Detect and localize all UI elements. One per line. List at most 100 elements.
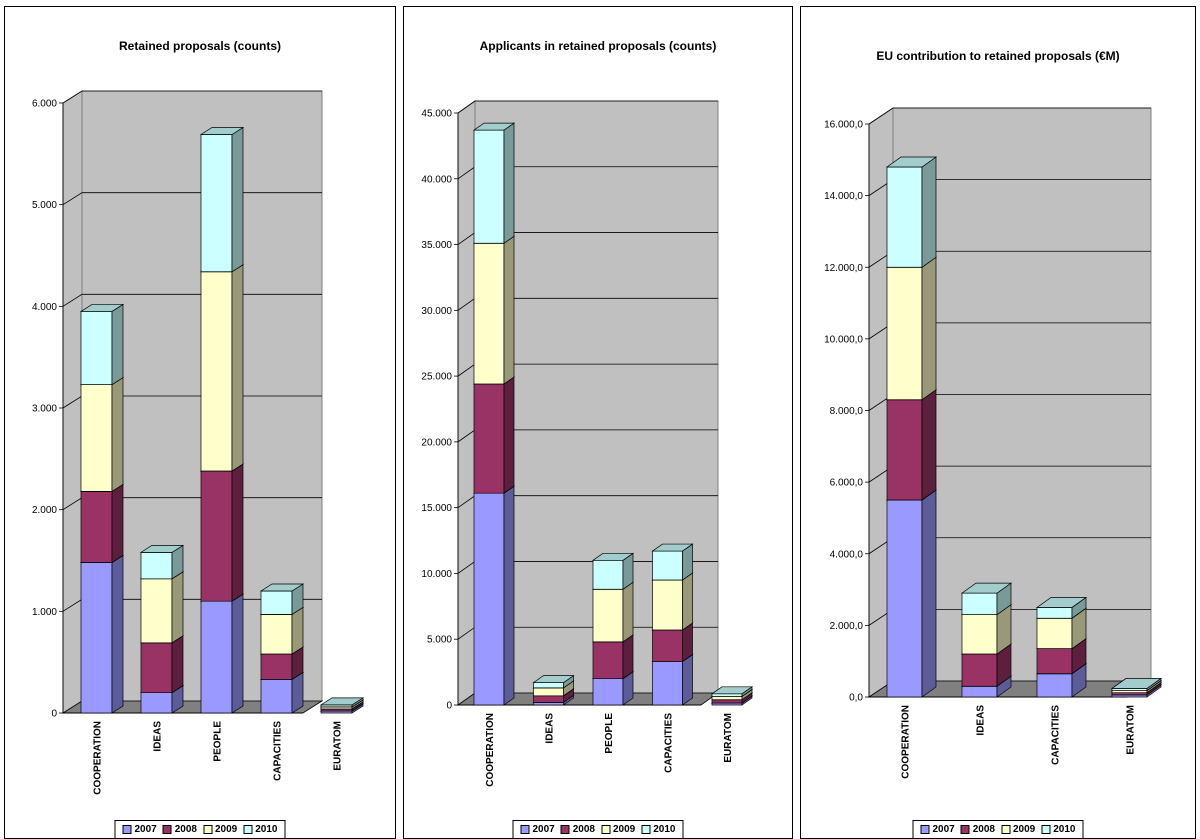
bar-segment-cooperation-2010: [885, 156, 938, 268]
category-label-capacities: CAPACITIES: [1051, 705, 1062, 765]
legend-swatch-2007: [122, 825, 132, 834]
bar-segment-cooperation-2010: [472, 122, 516, 244]
bar-segment-capacities-2009: [651, 572, 694, 631]
category-label-cooperation: COOPERATION: [93, 721, 104, 795]
bar-segment-cooperation-2009: [472, 235, 516, 385]
category-label-ideas: IDEAS: [976, 705, 987, 736]
bar-segment-cooperation-2008: [472, 376, 516, 494]
bar-segment-ideas-2009: [139, 571, 185, 644]
chart-retained-proposals: Retained proposals (counts) 0 1.000 2.000 3.…: [32, 39, 365, 795]
category-label-capacities: CAPACITIES: [273, 721, 284, 781]
legend-swatch-2007: [920, 825, 930, 834]
y-tick-label: 2.000,0: [830, 621, 864, 632]
bar-segment-euratom-2010: [1110, 677, 1163, 692]
legend-item-2010: 2010: [1041, 824, 1076, 835]
y-tick-label: 35.000: [421, 240, 452, 251]
legend-swatch-2009: [203, 825, 212, 834]
legend-item-2009: 2009: [601, 824, 635, 835]
legend-label-2008: 2008: [972, 824, 995, 835]
bar-segment-ideas-2010: [960, 582, 1013, 616]
y-tick-label: 6.000: [32, 99, 57, 110]
chart-panel-retained-proposals: Retained proposals (counts) 0 1.000 2.000 3.…: [4, 6, 396, 839]
legend-swatch-2007: [520, 825, 530, 834]
y-tick-label: 10.000,0: [824, 334, 863, 345]
legend-swatch-2010: [641, 825, 651, 834]
legend-item-2010: 2010: [641, 824, 676, 835]
y-tick-label: 2.000: [32, 505, 57, 516]
bar-segment-capacities-2009: [259, 606, 305, 655]
legend-label-2010: 2010: [1053, 824, 1076, 835]
chart-panel-eu-contribution: EU contribution to retained proposals (€…: [800, 6, 1196, 839]
y-tick-label: 0,0: [849, 693, 863, 704]
legend-label-2007: 2007: [932, 824, 955, 835]
bar-segment-cooperation-2010: [79, 303, 125, 386]
bar-segment-cooperation-2009: [885, 256, 938, 401]
plot-side-wall: [457, 100, 476, 706]
legend-item-2008: 2008: [162, 824, 197, 835]
category-label-people: PEOPLE: [604, 713, 615, 754]
bar-segment-ideas-2010: [532, 674, 575, 689]
legend-swatch-2010: [243, 825, 253, 834]
chart-title: Retained proposals (counts): [119, 39, 281, 53]
legend-label-2007: 2007: [134, 824, 157, 835]
legend: 2007 2008 2009 2010: [512, 820, 684, 838]
y-tick-label: 4.000: [32, 302, 57, 313]
legend: 2007 2008 2009 2010: [114, 820, 286, 838]
bar-segment-euratom-2010: [319, 697, 365, 708]
category-label-ideas: IDEAS: [153, 721, 164, 752]
legend-label-2007: 2007: [532, 824, 555, 835]
bar-segment-cooperation-2008: [79, 483, 125, 564]
legend-item-2007: 2007: [122, 824, 157, 835]
category-label-euratom: EURATOM: [1126, 705, 1137, 755]
legend-item-2009: 2009: [203, 824, 237, 835]
y-tick-label: 12.000,0: [824, 263, 863, 274]
legend-item-2008: 2008: [560, 824, 595, 835]
chart-applicants: Applicants in retained proposals (counts…: [421, 39, 754, 787]
legend-label-2010: 2010: [255, 824, 278, 835]
legend-swatch-2008: [560, 825, 570, 834]
y-tick-label: 6.000,0: [830, 478, 864, 489]
legend-swatch-2009: [601, 825, 610, 834]
y-tick-label: 1.000: [32, 607, 57, 618]
chart-eu-contribution: EU contribution to retained proposals (€…: [824, 49, 1163, 779]
legend-swatch-2008: [960, 825, 970, 834]
legend-label-2008: 2008: [572, 824, 595, 835]
category-label-cooperation: COOPERATION: [485, 713, 496, 787]
legend-label-2008: 2008: [174, 824, 197, 835]
legend-swatch-2008: [162, 825, 172, 834]
bar-segment-cooperation-2007: [885, 489, 938, 698]
bar-segment-capacities-2010: [651, 543, 694, 581]
category-label-capacities: CAPACITIES: [664, 713, 675, 773]
y-tick-label: 0: [446, 701, 452, 712]
gridline: [457, 100, 718, 114]
category-label-people: PEOPLE: [213, 721, 224, 762]
chart-title: Applicants in retained proposals (counts…: [480, 39, 717, 53]
chart-panel-applicants: Applicants in retained proposals (counts…: [403, 6, 793, 839]
y-tick-label: 40.000: [421, 174, 452, 185]
bar-segment-cooperation-2009: [79, 376, 125, 493]
bar-segment-euratom-2010: [710, 686, 754, 698]
bar-segment-cooperation-2007: [79, 554, 125, 714]
legend-item-2007: 2007: [920, 824, 955, 835]
y-tick-label: 5.000: [32, 200, 57, 211]
legend-item-2008: 2008: [960, 824, 995, 835]
bar-segment-cooperation-2008: [885, 389, 938, 501]
legend-item-2009: 2009: [1001, 824, 1035, 835]
gridline: [62, 90, 322, 104]
legend-label-2009: 2009: [613, 824, 636, 835]
y-tick-label: 3.000: [32, 404, 57, 415]
legend-swatch-2009: [1001, 825, 1010, 834]
y-tick-label: 10.000: [421, 569, 452, 580]
y-tick-label: 8.000,0: [830, 406, 864, 417]
y-tick-label: 15.000: [421, 503, 452, 514]
bar-segment-capacities-2010: [1035, 596, 1088, 619]
y-tick-label: 4.000,0: [830, 549, 864, 560]
y-tick-label: 45.000: [421, 109, 452, 120]
legend-label-2010: 2010: [653, 824, 676, 835]
y-tick-label: 0: [51, 709, 57, 720]
chart-title: EU contribution to retained proposals (€…: [876, 49, 1119, 63]
legend: 2007 2008 2009 2010: [912, 820, 1084, 838]
bar-segment-people-2010: [591, 552, 635, 590]
bar-segment-people-2007: [199, 593, 245, 714]
category-label-euratom: EURATOM: [723, 713, 734, 763]
